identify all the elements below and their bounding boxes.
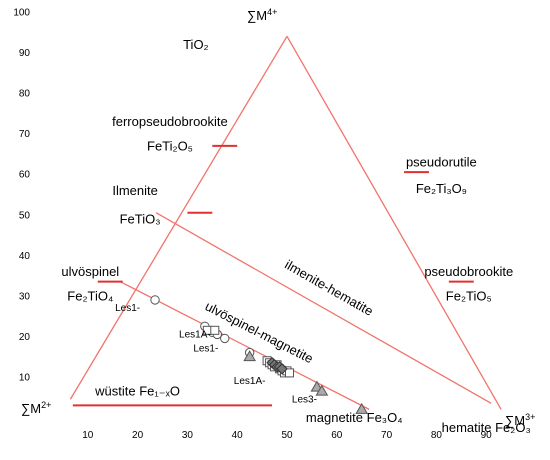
x-axis-ticks: 10 20 30 40 50 60 70 80 90 — [82, 430, 492, 441]
x-tick-label: 50 — [281, 430, 293, 441]
apex-left-sup: 2+ — [41, 400, 51, 410]
x-tick-label: 60 — [331, 430, 343, 441]
ferropseudobrookite-label: ferropseudobrookite — [112, 114, 228, 129]
y-tick-label: 70 — [19, 129, 31, 140]
y-tick-label: 100 — [13, 8, 30, 19]
triangle-marker — [315, 384, 329, 396]
apex-top-sup: 4+ — [267, 7, 277, 17]
x-tick-label: 80 — [431, 430, 443, 441]
hematite-label: hematite Fe₂O₃ — [442, 420, 531, 435]
x-tick-label: 40 — [232, 430, 244, 441]
sample-label: Les1- — [193, 344, 218, 355]
pseudobrookite-label: pseudobrookite — [424, 264, 513, 279]
FeTi2O5-label: FeTi₂O₅ — [147, 138, 193, 153]
wustite-label: wüstite Fe₁₋ₓO — [94, 384, 180, 399]
y-tick-label: 80 — [19, 89, 31, 100]
Fe2Ti3O9-label: Fe₂Ti₃O₉ — [416, 181, 467, 196]
y-tick-label: 60 — [19, 170, 31, 181]
sample-label: Les1A- — [234, 376, 266, 387]
pseudorutile-label: pseudorutile — [406, 155, 477, 170]
ilmenite-label: Ilmenite — [112, 183, 158, 198]
Fe2TiO4-label: Fe₂TiO₄ — [67, 288, 113, 303]
square-marker — [210, 325, 220, 335]
sample-label: Les3- — [292, 394, 317, 405]
sample-label: Les1A- — [179, 329, 211, 340]
triangle-marker — [355, 402, 369, 414]
x-tick-label: 90 — [481, 430, 493, 441]
x-tick-label: 70 — [381, 430, 393, 441]
circle-marker — [220, 333, 230, 344]
ilmenite-hematite-line — [155, 212, 492, 404]
triangle-marker — [243, 350, 257, 362]
x-tick-label: 10 — [82, 430, 94, 441]
ulvospinel-label: ulvöspinel — [61, 264, 119, 279]
circle-marker — [150, 295, 160, 305]
y-tick-label: 90 — [19, 48, 31, 59]
compound-labels: TiO₂ ferropseudobrookite FeTi₂O₅ Ilmenite Fe… — [61, 37, 530, 435]
Fe2TiO5-label: Fe₂TiO₅ — [446, 288, 492, 303]
sample-points: Les1- Les1A- Les1- Les1A- Les3- — [115, 295, 369, 414]
x-tick-label: 20 — [132, 430, 144, 441]
triangle-right-edge — [286, 36, 502, 410]
apex-top-label: ∑M4+ — [247, 7, 277, 23]
TiO2-label: TiO₂ — [183, 37, 209, 52]
FeTiO3-label: FeTiO₃ — [120, 211, 161, 226]
apex-right-label: ∑M3+ — [505, 412, 535, 428]
square-marker — [284, 368, 294, 378]
y-tick-label: 40 — [19, 251, 31, 262]
triangle-left-edge — [69, 35, 288, 400]
y-tick-label: 30 — [19, 291, 31, 302]
y-tick-label: 50 — [19, 210, 31, 221]
x-tick-label: 30 — [182, 430, 194, 441]
sample-label: Les1- — [115, 303, 140, 314]
y-tick-label: 10 — [19, 372, 31, 383]
magnetite-label: magnetite Fe₃O₄ — [306, 410, 403, 425]
y-axis-ticks: 10 20 30 40 50 60 70 80 90 100 — [13, 8, 30, 384]
apex-right-sup: 3+ — [525, 412, 535, 422]
ilmenite-hematite-label: ilmenite-hematite — [282, 257, 375, 319]
y-tick-label: 20 — [19, 332, 31, 343]
ulvospinel-magnetite-line — [119, 281, 370, 410]
apex-left-label: ∑M2+ — [21, 400, 51, 416]
diamond-marker — [276, 363, 288, 375]
